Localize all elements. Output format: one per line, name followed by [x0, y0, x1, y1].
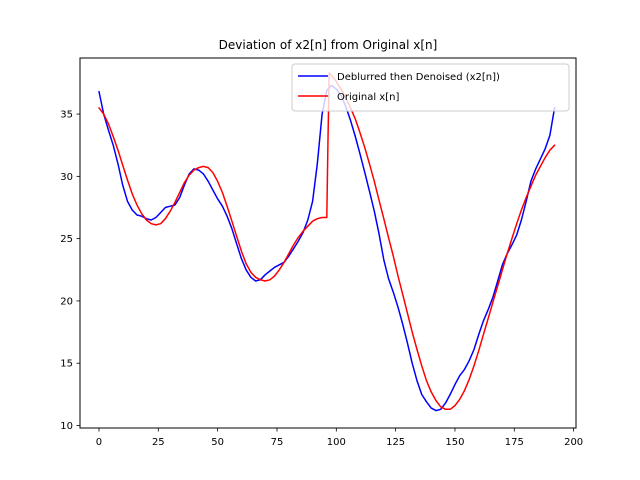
y-tick-label: 25 [60, 234, 73, 245]
x-tick-label: 0 [96, 437, 102, 448]
y-tick-label: 20 [60, 296, 73, 307]
legend-label: Deblurred then Denoised (x2[n]) [337, 72, 500, 83]
y-axis: 10 15 20 25 30 35 [60, 110, 80, 432]
x-tick-label: 175 [505, 437, 524, 448]
y-tick-label: 30 [60, 172, 73, 183]
x-tick-label: 125 [386, 437, 405, 448]
x-tick-label: 50 [211, 437, 224, 448]
x-tick-label: 75 [271, 437, 284, 448]
x-tick-label: 150 [445, 437, 464, 448]
x-tick-label: 100 [327, 437, 346, 448]
series-line-1 [98, 72, 556, 411]
x-tick-label: 25 [152, 437, 165, 448]
legend-box [291, 63, 570, 112]
chart-title: Deviation of x2[n] from Original x[n] [219, 38, 438, 52]
plot-frame [79, 57, 577, 429]
legend: Deblurred then Denoised (x2[n]) Original … [291, 63, 570, 112]
x-tick-label: 200 [564, 437, 583, 448]
y-tick-label: 10 [60, 421, 73, 432]
y-tick-label: 15 [60, 359, 73, 370]
y-tick-label: 35 [60, 110, 73, 121]
x-axis: 0 25 50 75 100 125 150 175 200 [96, 428, 583, 448]
legend-label: Original x[n] [337, 92, 399, 103]
